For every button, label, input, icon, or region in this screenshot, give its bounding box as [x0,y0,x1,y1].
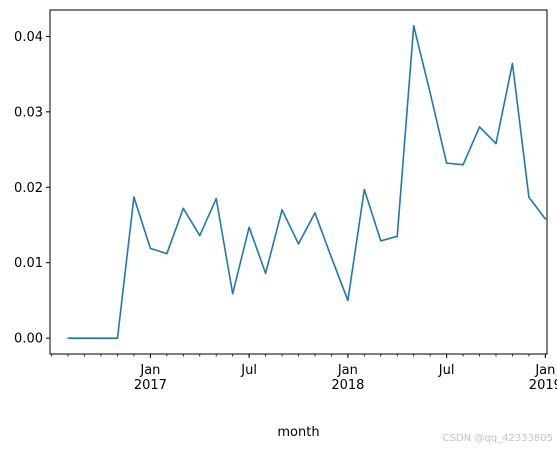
y-tick-label: 0.00 [14,332,43,347]
x-axis-ticks: Jan2017JulJan2018JulJan2019 [51,354,557,393]
data-point [166,252,168,255]
data-point [330,256,333,259]
data-point [429,92,431,94]
data-point [149,247,152,250]
data-point [528,196,530,198]
data-point [511,62,514,65]
plot-frame [49,9,548,355]
data-point [264,272,267,275]
x-tick-label: Jan [337,363,358,378]
x-tick-label: Jul [240,363,257,378]
data-point [462,163,464,166]
y-tick-label: 0.04 [14,30,43,45]
data-point [100,337,102,339]
data-point [248,226,250,229]
data-point [347,299,349,302]
y-tick-label: 0.01 [14,256,43,271]
data-point [215,197,218,200]
data-point [133,196,135,198]
x-tick-label: Jan [139,363,160,378]
data-point [198,234,201,237]
series-line [68,25,546,339]
series-lines [67,25,547,339]
data-point [182,207,185,210]
data-point [495,142,497,145]
watermark: CSDN @qq_42333805 [442,433,553,444]
data-point [297,243,300,245]
x-axis-label: month [277,425,319,440]
x-tick-label: Jan [534,363,555,378]
data-point [445,162,448,164]
y-tick-label: 0.02 [14,181,43,196]
data-point [314,212,316,214]
data-point [67,337,69,339]
data-point [396,235,399,238]
x-tick-label: Jul [438,363,455,378]
data-point [281,209,283,211]
data-point [363,188,366,191]
y-axis-ticks: 0.00 0.01 0.02 0.03 0.04 [14,30,50,347]
data-point [379,240,382,242]
y-tick-label: 0.03 [14,105,43,120]
data-point [83,337,86,339]
data-point [116,337,119,339]
x-tick-year-label: 2018 [331,378,364,393]
data-point [412,25,415,27]
data-point [231,292,234,295]
data-point [478,126,481,128]
x-tick-year-label: 2017 [134,378,167,393]
data-point [544,218,547,220]
x-tick-year-label: 2019 [529,378,557,393]
